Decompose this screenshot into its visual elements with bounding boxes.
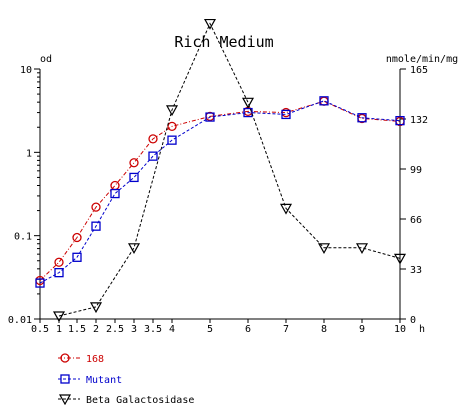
x-tick-label: 3 bbox=[131, 324, 137, 335]
series-1-point bbox=[395, 115, 405, 126]
series-0-point bbox=[72, 232, 82, 243]
series-1-point bbox=[110, 188, 120, 199]
series-0-point bbox=[54, 257, 64, 267]
y-right-unit: nmole/min/mg bbox=[386, 54, 458, 65]
series-0-point bbox=[148, 134, 158, 144]
x-tick-label: 2.5 bbox=[106, 324, 124, 335]
series-1-point bbox=[148, 151, 158, 161]
legend-1-point bbox=[60, 374, 70, 384]
series-0-point bbox=[110, 180, 120, 191]
series-2-point bbox=[52, 311, 66, 323]
x-tick-label: 8 bbox=[321, 324, 327, 335]
legend-label: Beta Galactosidase bbox=[86, 395, 194, 405]
series-1-line bbox=[39, 100, 401, 284]
x-tick-label: 3.5 bbox=[144, 324, 162, 335]
series-0-point bbox=[129, 158, 139, 168]
series-2-point bbox=[89, 302, 103, 314]
series-2-point bbox=[317, 243, 331, 255]
x-ticks: 0.5 1 1.5 2 2.5 3 3.5 4 5 6 7 8 9 10 bbox=[31, 319, 406, 335]
x-tick-label: 10 bbox=[394, 324, 406, 335]
series-1-point bbox=[72, 252, 82, 262]
legend-0-point bbox=[60, 353, 70, 363]
series-0-point bbox=[167, 121, 177, 132]
y-right-tick-label: 66 bbox=[410, 215, 422, 226]
x-tick-label: 5 bbox=[207, 324, 213, 335]
x-unit: h bbox=[419, 324, 425, 335]
y-left-tick-label: 1 bbox=[26, 148, 32, 159]
legend-label: 168 bbox=[86, 354, 104, 365]
series-2-point bbox=[241, 97, 255, 109]
x-tick-label: 2 bbox=[93, 324, 99, 335]
series-2 bbox=[52, 18, 407, 323]
series-2-point bbox=[165, 105, 179, 117]
x-tick-label: 0.5 bbox=[31, 324, 49, 335]
series-0 bbox=[35, 96, 405, 286]
x-tick-label: 1 bbox=[56, 324, 62, 335]
y-right-tick-label: 0 bbox=[410, 315, 416, 326]
y-right-ticks: 0 33 66 99 132 165 bbox=[400, 65, 428, 326]
y-right-tick-label: 99 bbox=[410, 165, 422, 176]
series-1-point bbox=[167, 135, 177, 145]
series-1-point bbox=[35, 278, 45, 288]
series-2-point bbox=[279, 203, 293, 215]
legend-label: Mutant bbox=[86, 375, 122, 386]
series-0-point bbox=[91, 202, 101, 212]
series-2-point bbox=[393, 253, 407, 265]
series-layer bbox=[35, 18, 407, 323]
series-0-line bbox=[39, 100, 401, 281]
series-2-point bbox=[127, 243, 141, 255]
legend: 168 Mutant Beta Galactosidase bbox=[58, 353, 194, 405]
series-1-point bbox=[129, 172, 139, 183]
series-1-point bbox=[319, 96, 329, 106]
x-tick-label: 9 bbox=[359, 324, 365, 335]
series-1-point bbox=[205, 112, 215, 122]
y-right-tick-label: 165 bbox=[410, 65, 428, 76]
axes bbox=[39, 69, 401, 320]
series-2-point bbox=[203, 18, 217, 30]
chart-title: Rich Medium bbox=[174, 33, 273, 51]
series-2-point bbox=[355, 243, 369, 255]
y-left-unit: od bbox=[40, 54, 52, 65]
y-left-tick-label: 0.01 bbox=[8, 315, 32, 326]
x-tick-label: 4 bbox=[169, 324, 175, 335]
series-0-point bbox=[319, 96, 329, 106]
series-2-line bbox=[58, 22, 401, 317]
series-1-point bbox=[91, 221, 101, 231]
legend-2-point bbox=[58, 394, 72, 405]
x-tick-label: 7 bbox=[283, 324, 289, 335]
x-tick-label: 1.5 bbox=[68, 324, 86, 335]
series-1-point bbox=[357, 113, 367, 123]
y-left-ticks: 0.01 0.1 1 10 bbox=[8, 65, 40, 326]
y-left-tick-label: 10 bbox=[20, 65, 32, 76]
series-1 bbox=[35, 96, 405, 288]
series-1-point bbox=[54, 267, 64, 278]
y-left-tick-label: 0.1 bbox=[14, 232, 32, 243]
series-1-point bbox=[243, 107, 253, 118]
y-right-tick-label: 33 bbox=[410, 265, 422, 276]
x-tick-label: 6 bbox=[245, 324, 251, 335]
y-right-tick-label: 132 bbox=[410, 115, 428, 126]
series-1-point bbox=[281, 109, 291, 120]
